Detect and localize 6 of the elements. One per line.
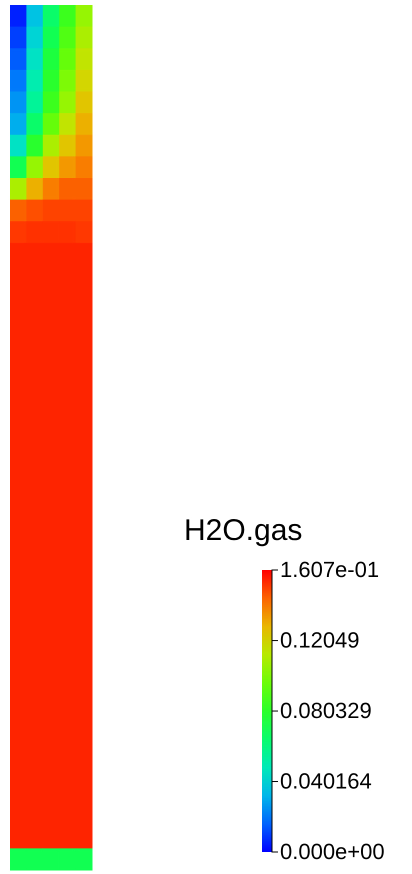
color-bar-title: H2O.gas xyxy=(184,514,302,547)
color-bar-label: 0.12049 xyxy=(280,628,360,653)
color-bar-label: 0.040164 xyxy=(280,768,372,794)
color-bar-label: 1.607e-01 xyxy=(280,557,380,582)
color-bar-label: 0.000e+00 xyxy=(280,839,385,864)
color-bar-label: 0.080329 xyxy=(280,698,372,724)
